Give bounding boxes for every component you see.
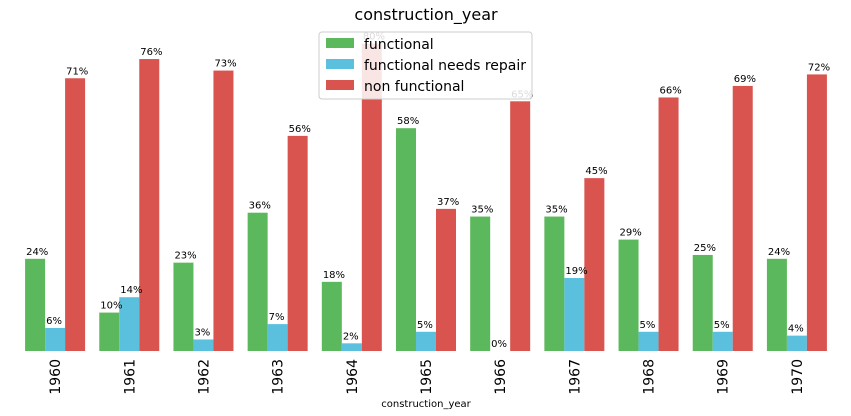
data-label-functional-needs-repair-1968: 5% bbox=[640, 320, 656, 331]
data-label-non-functional-1968: 66% bbox=[660, 85, 682, 96]
data-label-functional-needs-repair-1960: 6% bbox=[46, 316, 62, 327]
bar-functional-1965 bbox=[396, 128, 416, 351]
data-label-non-functional-1965: 37% bbox=[437, 197, 459, 208]
x-tick-1966: 1966 bbox=[493, 359, 509, 395]
data-label-functional-needs-repair-1961: 14% bbox=[120, 285, 142, 296]
bars-layer bbox=[25, 43, 827, 352]
bar-functional-needs-repair-1964 bbox=[341, 343, 362, 351]
data-label-functional-needs-repair-1965: 5% bbox=[417, 320, 433, 331]
data-label-functional-1968: 29% bbox=[620, 228, 642, 239]
bar-non-functional-1968 bbox=[658, 97, 679, 352]
bar-non-functional-1960 bbox=[65, 78, 86, 351]
x-tick-1969: 1969 bbox=[716, 359, 732, 395]
bar-non-functional-1962 bbox=[213, 70, 234, 351]
data-label-non-functional-1969: 69% bbox=[734, 74, 756, 85]
data-label-functional-1961: 10% bbox=[100, 301, 122, 312]
data-label-non-functional-1960: 71% bbox=[66, 66, 88, 77]
legend-label-non-functional: non functional bbox=[364, 79, 464, 95]
data-label-non-functional-1970: 72% bbox=[808, 62, 830, 73]
bar-non-functional-1970 bbox=[806, 74, 827, 351]
data-label-functional-needs-repair-1962: 3% bbox=[194, 327, 210, 338]
bar-non-functional-1965 bbox=[436, 208, 456, 351]
bar-functional-needs-repair-1963 bbox=[267, 324, 288, 351]
data-label-non-functional-1961: 76% bbox=[140, 47, 162, 58]
data-label-functional-1967: 35% bbox=[545, 205, 567, 216]
data-label-non-functional-1967: 45% bbox=[585, 166, 607, 177]
x-tick-1960: 1960 bbox=[48, 359, 64, 395]
bar-functional-needs-repair-1968 bbox=[638, 331, 659, 351]
bar-non-functional-1963 bbox=[287, 135, 308, 351]
x-tick-1962: 1962 bbox=[196, 359, 212, 395]
x-tick-1967: 1967 bbox=[567, 359, 583, 395]
legend-swatch-non-functional bbox=[326, 80, 354, 90]
legend-box bbox=[318, 31, 533, 100]
data-label-functional-needs-repair-1969: 5% bbox=[714, 320, 730, 331]
data-label-functional-1970: 24% bbox=[768, 247, 790, 258]
x-tick-labels: 1960 1961 1962 1963 1964 1965 1966 1967 1968 1969… bbox=[48, 359, 806, 395]
x-axis-label: construction_year bbox=[381, 399, 471, 410]
bar-functional-needs-repair-1967 bbox=[564, 278, 585, 351]
bar-functional-needs-repair-1970 bbox=[786, 335, 807, 351]
data-label-functional-1962: 23% bbox=[174, 251, 196, 262]
data-label-functional-needs-repair-1964: 2% bbox=[343, 331, 359, 342]
data-label-functional-1965: 58% bbox=[397, 116, 419, 127]
bar-non-functional-1966 bbox=[510, 101, 531, 351]
x-tick-1961: 1961 bbox=[122, 359, 138, 395]
x-tick-1964: 1964 bbox=[345, 359, 361, 395]
x-tick-1965: 1965 bbox=[419, 359, 435, 395]
bar-functional-needs-repair-1965 bbox=[416, 331, 436, 351]
bar-functional-needs-repair-1969 bbox=[712, 331, 733, 351]
data-label-functional-needs-repair-1963: 7% bbox=[269, 312, 285, 323]
x-tick-1963: 1963 bbox=[271, 359, 287, 395]
bar-functional-1967 bbox=[544, 216, 565, 351]
legend-label-functional-needs-repair: functional needs repair bbox=[364, 58, 526, 74]
bar-functional-1968 bbox=[618, 239, 639, 351]
data-label-non-functional-1962: 73% bbox=[214, 59, 236, 70]
chart-title: construction_year bbox=[354, 5, 498, 25]
bar-functional-1964 bbox=[321, 281, 342, 351]
bar-functional-1962 bbox=[173, 262, 194, 351]
legend-swatch-functional-needs-repair bbox=[326, 59, 354, 69]
bar-non-functional-1967 bbox=[584, 178, 605, 351]
bar-functional-1963 bbox=[247, 212, 268, 351]
x-tick-1970: 1970 bbox=[790, 359, 806, 395]
data-label-functional-needs-repair-1966: 0% bbox=[491, 339, 507, 350]
bar-functional-1966 bbox=[470, 216, 491, 351]
bar-functional-1970 bbox=[766, 258, 787, 351]
data-label-functional-1963: 36% bbox=[249, 201, 271, 212]
data-label-functional-needs-repair-1967: 19% bbox=[565, 266, 587, 277]
bar-functional-needs-repair-1962 bbox=[193, 339, 214, 351]
data-label-functional-needs-repair-1970: 4% bbox=[788, 324, 804, 335]
data-label-functional-1964: 18% bbox=[323, 270, 345, 281]
bar-non-functional-1969 bbox=[732, 85, 753, 351]
data-label-non-functional-1963: 56% bbox=[289, 124, 311, 135]
legend-label-functional: functional bbox=[364, 37, 434, 53]
bar-functional-1969 bbox=[692, 254, 713, 351]
bar-functional-1961 bbox=[99, 312, 120, 351]
data-label-functional-1960: 24% bbox=[26, 247, 48, 258]
bar-functional-needs-repair-1960 bbox=[45, 327, 66, 351]
bar-functional-1960 bbox=[25, 258, 46, 351]
legend-swatch-functional bbox=[326, 38, 354, 48]
legend: functional functional needs repair non f… bbox=[318, 31, 533, 100]
bar-functional-needs-repair-1961 bbox=[119, 297, 140, 351]
bar-non-functional-1964 bbox=[361, 43, 382, 352]
x-tick-1968: 1968 bbox=[642, 359, 658, 395]
data-label-functional-1966: 35% bbox=[471, 205, 493, 216]
data-label-functional-1969: 25% bbox=[694, 243, 716, 254]
bar-non-functional-1961 bbox=[139, 59, 160, 352]
